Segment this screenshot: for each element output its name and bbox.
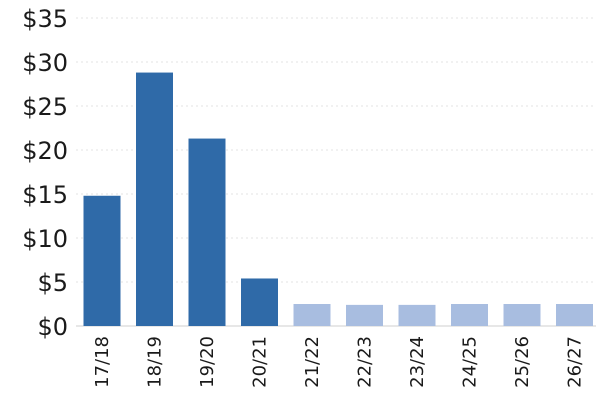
bar-20-21 [241, 278, 278, 326]
y-tick-label: $15 [22, 181, 68, 209]
y-tick-label: $5 [37, 269, 68, 297]
x-tick-label: 24/25 [460, 336, 481, 388]
y-tick-label: $0 [37, 313, 68, 341]
bar-25-26 [503, 304, 541, 326]
y-tick-label: $30 [22, 49, 68, 77]
bar-19-20 [188, 138, 226, 326]
bar-26-27 [556, 304, 593, 326]
x-tick-label: 22/23 [355, 336, 376, 388]
bar-17-18 [83, 195, 121, 326]
x-tick-label: 21/22 [302, 336, 323, 388]
bar-24-25 [451, 304, 488, 326]
x-axis-ticks: 17/18 18/19 19/20 20/21 21/22 22/23 23/24 24/25… [92, 336, 586, 388]
bar-18-19 [136, 72, 173, 326]
bar-22-23 [346, 304, 383, 326]
x-tick-label: 18/19 [145, 336, 166, 388]
x-tick-label: 19/20 [197, 336, 218, 388]
x-tick-label: 20/21 [250, 336, 271, 388]
x-tick-label: 25/26 [512, 336, 533, 388]
y-axis-ticks: $0 $5 $10 $15 $20 $25 $30 $35 [22, 5, 68, 341]
y-tick-label: $25 [22, 93, 68, 121]
x-tick-label: 23/24 [407, 336, 428, 388]
bar-23-24 [398, 304, 436, 326]
y-tick-label: $20 [22, 137, 68, 165]
x-tick-label: 26/27 [565, 336, 586, 388]
bars [83, 72, 593, 326]
y-tick-label: $35 [22, 5, 68, 33]
y-tick-label: $10 [22, 225, 68, 253]
bar-21-22 [293, 304, 331, 326]
x-tick-label: 17/18 [92, 336, 113, 388]
